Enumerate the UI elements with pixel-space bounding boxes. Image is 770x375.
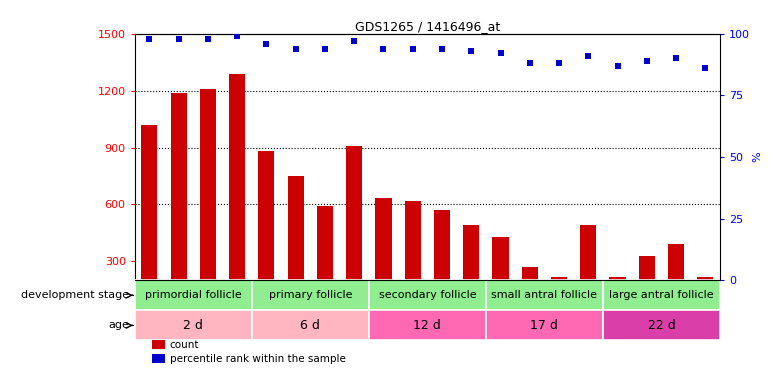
Text: count: count xyxy=(170,340,199,350)
Text: large antral follicle: large antral follicle xyxy=(609,290,714,300)
Point xyxy=(319,45,331,51)
Bar xyxy=(603,280,720,310)
Point xyxy=(260,40,273,46)
Bar xyxy=(252,280,369,310)
Point xyxy=(202,36,214,42)
Bar xyxy=(639,256,654,318)
Text: 2 d: 2 d xyxy=(183,319,203,332)
Point xyxy=(699,65,711,71)
Point xyxy=(524,60,536,66)
Title: GDS1265 / 1416496_at: GDS1265 / 1416496_at xyxy=(355,20,500,33)
Bar xyxy=(434,210,450,318)
Point xyxy=(231,33,243,39)
Point xyxy=(290,45,302,51)
Point xyxy=(436,45,448,51)
Point xyxy=(641,58,653,64)
Point xyxy=(143,36,156,42)
Bar xyxy=(522,267,537,318)
Point xyxy=(172,36,185,42)
Point xyxy=(465,48,477,54)
Point xyxy=(553,60,565,66)
Bar xyxy=(486,280,603,310)
Bar xyxy=(486,310,603,340)
Bar xyxy=(229,74,245,318)
Bar xyxy=(171,93,186,318)
Bar xyxy=(551,278,567,318)
Bar xyxy=(252,310,369,340)
Bar xyxy=(581,225,596,318)
Y-axis label: %: % xyxy=(753,152,763,162)
Text: primordial follicle: primordial follicle xyxy=(145,290,242,300)
Point xyxy=(407,45,419,51)
Point xyxy=(377,45,390,51)
Text: age: age xyxy=(108,320,129,330)
Text: secondary follicle: secondary follicle xyxy=(379,290,476,300)
Bar xyxy=(610,278,625,318)
Text: 17 d: 17 d xyxy=(531,319,558,332)
Bar xyxy=(152,354,166,363)
Text: 12 d: 12 d xyxy=(413,319,441,332)
Bar xyxy=(142,125,157,318)
Point xyxy=(494,51,507,57)
Bar xyxy=(200,89,216,318)
Bar xyxy=(405,201,420,318)
Bar xyxy=(698,278,713,318)
Bar xyxy=(135,310,252,340)
Text: small antral follicle: small antral follicle xyxy=(491,290,598,300)
Bar xyxy=(369,280,486,310)
Text: 6 d: 6 d xyxy=(300,319,320,332)
Bar xyxy=(317,206,333,318)
Text: percentile rank within the sample: percentile rank within the sample xyxy=(170,354,346,364)
Bar xyxy=(493,237,508,318)
Point xyxy=(582,53,594,59)
Bar xyxy=(152,340,166,349)
Bar xyxy=(346,146,362,318)
Bar xyxy=(369,310,486,340)
Bar xyxy=(603,310,720,340)
Bar xyxy=(135,280,252,310)
Bar xyxy=(259,151,274,318)
Point xyxy=(348,38,360,44)
Point xyxy=(611,63,624,69)
Text: primary follicle: primary follicle xyxy=(269,290,352,300)
Text: 22 d: 22 d xyxy=(648,319,675,332)
Bar xyxy=(464,225,479,318)
Bar xyxy=(288,176,303,318)
Point xyxy=(670,56,682,62)
Bar xyxy=(668,244,684,318)
Bar xyxy=(376,198,391,318)
Text: development stage: development stage xyxy=(21,290,129,300)
